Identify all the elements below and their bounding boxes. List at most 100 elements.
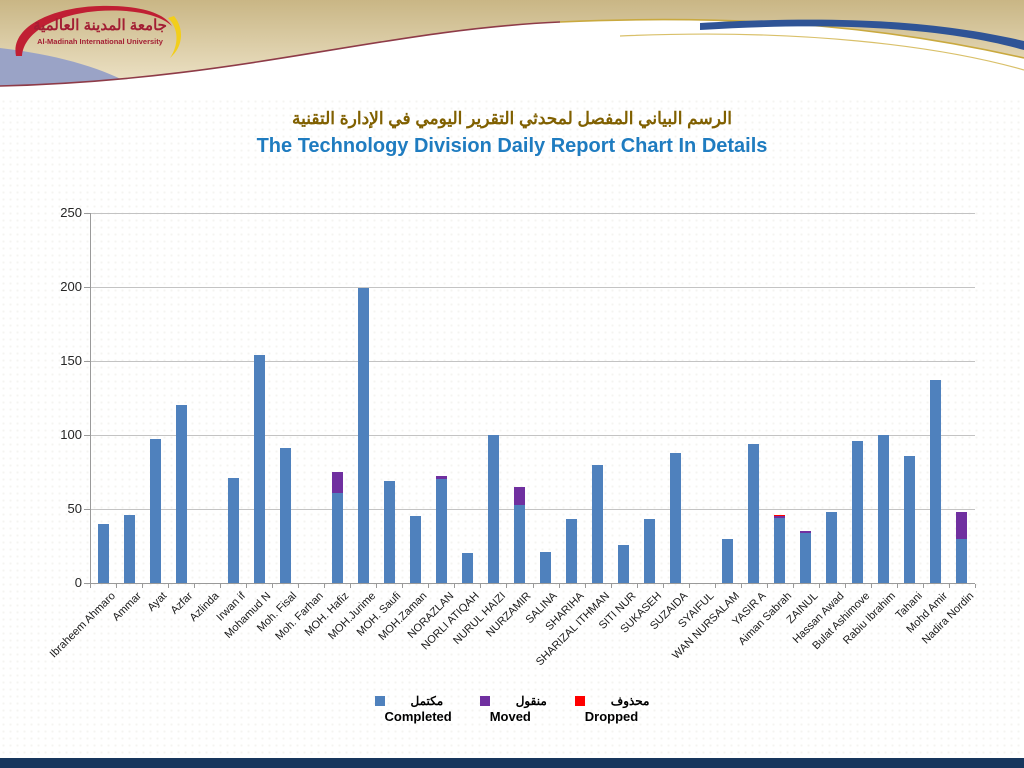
x-tick-mark (298, 584, 300, 588)
stacked-bar-chart: 0 50 100 150 200 250 Ibraheem Ahmaro Ammar Ayat A… (0, 200, 1024, 700)
bar-moved-nadira-nordin (956, 511, 968, 539)
x-tick-mark (324, 584, 326, 588)
bar-completed-salina (540, 551, 551, 583)
bar-completed-moh.-saufi (383, 480, 395, 583)
y-axis-label-0: 0 (74, 575, 82, 590)
logo-yellow-crescent-icon (168, 16, 182, 58)
bar-completed-sharizal-ithman (592, 464, 604, 583)
x-tick-mark (532, 584, 534, 588)
bar-moved-zainul (800, 531, 812, 533)
x-tick-mark (870, 584, 872, 588)
legend-item-moved: منقول Moved (479, 694, 547, 724)
gridline-150 (90, 361, 975, 362)
bar-completed-ayat (149, 439, 161, 583)
x-tick-mark (376, 584, 378, 588)
y-axis-label-150: 150 (60, 353, 82, 368)
legend-label-arabic-dropped: محذوف (610, 694, 650, 708)
x-tick-mark (688, 584, 690, 588)
x-tick-mark (636, 584, 638, 588)
gridline-50 (90, 509, 975, 510)
x-tick-mark (428, 584, 430, 588)
x-tick-mark (194, 584, 196, 588)
x-tick-mark (558, 584, 560, 588)
x-axis-category-label: Ibraheem Ahmaro (47, 590, 118, 661)
x-tick-mark (584, 584, 586, 588)
bar-completed-azfar (175, 405, 187, 583)
legend-label-english-moved: Moved (489, 709, 531, 724)
bar-completed-nurzamir (513, 504, 525, 583)
bar-completed-rabiu-ibrahim (878, 435, 890, 583)
legend-item-completed: مكتمل Completed (374, 694, 452, 724)
y-tick-mark (84, 435, 90, 436)
gridline-200 (90, 287, 975, 288)
bar-completed-tahani (904, 455, 916, 583)
legend-swatch-moved (479, 696, 490, 706)
logo-red-crescent-icon (15, 5, 172, 56)
bar-completed-norli-atiqah (461, 553, 473, 583)
bar-completed-norazlan (435, 479, 447, 583)
y-tick-mark (84, 509, 90, 510)
legend-label-english-dropped: Dropped (584, 709, 639, 724)
bar-moved-aiman-sabrah (774, 516, 786, 518)
x-tick-mark (792, 584, 794, 588)
x-tick-mark (402, 584, 404, 588)
bar-completed-nadira-nordin (956, 538, 968, 583)
header-gold-curve-2 (619, 33, 1024, 71)
y-axis-label-250: 250 (60, 205, 82, 220)
x-tick-mark (350, 584, 352, 588)
x-tick-mark (220, 584, 222, 588)
legend-item-dropped: محذوف Dropped (574, 694, 650, 724)
x-tick-mark (90, 584, 91, 588)
bar-completed-moh.zaman (409, 516, 421, 583)
bar-completed-bulat-ashimove (852, 440, 864, 583)
legend-label-arabic-moved: منقول (515, 694, 547, 708)
x-tick-mark (246, 584, 248, 588)
header-white-swoosh (0, 19, 1024, 100)
bar-completed-wan-nursalam (722, 538, 734, 583)
university-logo: جامعة المدينة العالمية Al-Madinah Intern… (15, 5, 182, 58)
bar-completed-suzaida (670, 452, 682, 583)
bar-completed-mohamud-n (253, 355, 265, 583)
gridline-100 (90, 435, 975, 436)
x-tick-mark (610, 584, 612, 588)
bar-completed-ibraheem-ahmaro (97, 523, 109, 583)
bar-completed-irwan-if (227, 477, 239, 583)
y-tick-mark (84, 287, 90, 288)
x-tick-mark (662, 584, 664, 588)
y-tick-mark (84, 213, 90, 214)
header-maroon-curve (0, 21, 561, 87)
x-axis-category-label: Ayat (145, 590, 170, 614)
bar-completed-ammar (123, 514, 135, 583)
bar-completed-hassan-awad (826, 511, 838, 583)
y-tick-mark (84, 583, 90, 584)
slide-title-english: The Technology Division Daily Report Cha… (256, 134, 768, 157)
legend-swatch-dropped (574, 696, 585, 706)
bar-completed-nurul-haizi (487, 435, 499, 583)
x-tick-mark (142, 584, 144, 588)
x-tick-mark (896, 584, 898, 588)
bar-completed-moh.-hafiz (331, 492, 343, 583)
x-tick-mark (740, 584, 742, 588)
logo-english-text: Al-Madinah International University (37, 37, 164, 46)
slide-title-arabic: الرسم البياني المفصل لمحدثي التقرير اليو… (292, 109, 732, 128)
bar-completed-moh.jurime (357, 288, 369, 583)
legend-swatch-completed (374, 696, 385, 706)
y-axis-line (90, 213, 91, 583)
x-tick-mark (766, 584, 768, 588)
bar-moved-norazlan (435, 476, 447, 480)
bar-completed-aiman-sabrah (774, 517, 786, 583)
bar-completed-sukaseh (644, 519, 656, 583)
x-axis-line (90, 583, 975, 584)
bar-completed-mohd-amir (930, 380, 942, 583)
gridline-250 (90, 213, 975, 214)
legend-label-arabic-completed: مكتمل (410, 694, 444, 708)
x-tick-mark (454, 584, 456, 588)
title-block: الرسم البياني المفصل لمحدثي التقرير اليو… (0, 106, 1024, 158)
header-blue-curve (700, 19, 1024, 50)
y-tick-mark (84, 361, 90, 362)
x-tick-mark (844, 584, 846, 588)
bar-dropped-aiman-sabrah (774, 514, 786, 517)
x-tick-mark (116, 584, 118, 588)
bar-completed-moh.-fisal (279, 448, 291, 583)
